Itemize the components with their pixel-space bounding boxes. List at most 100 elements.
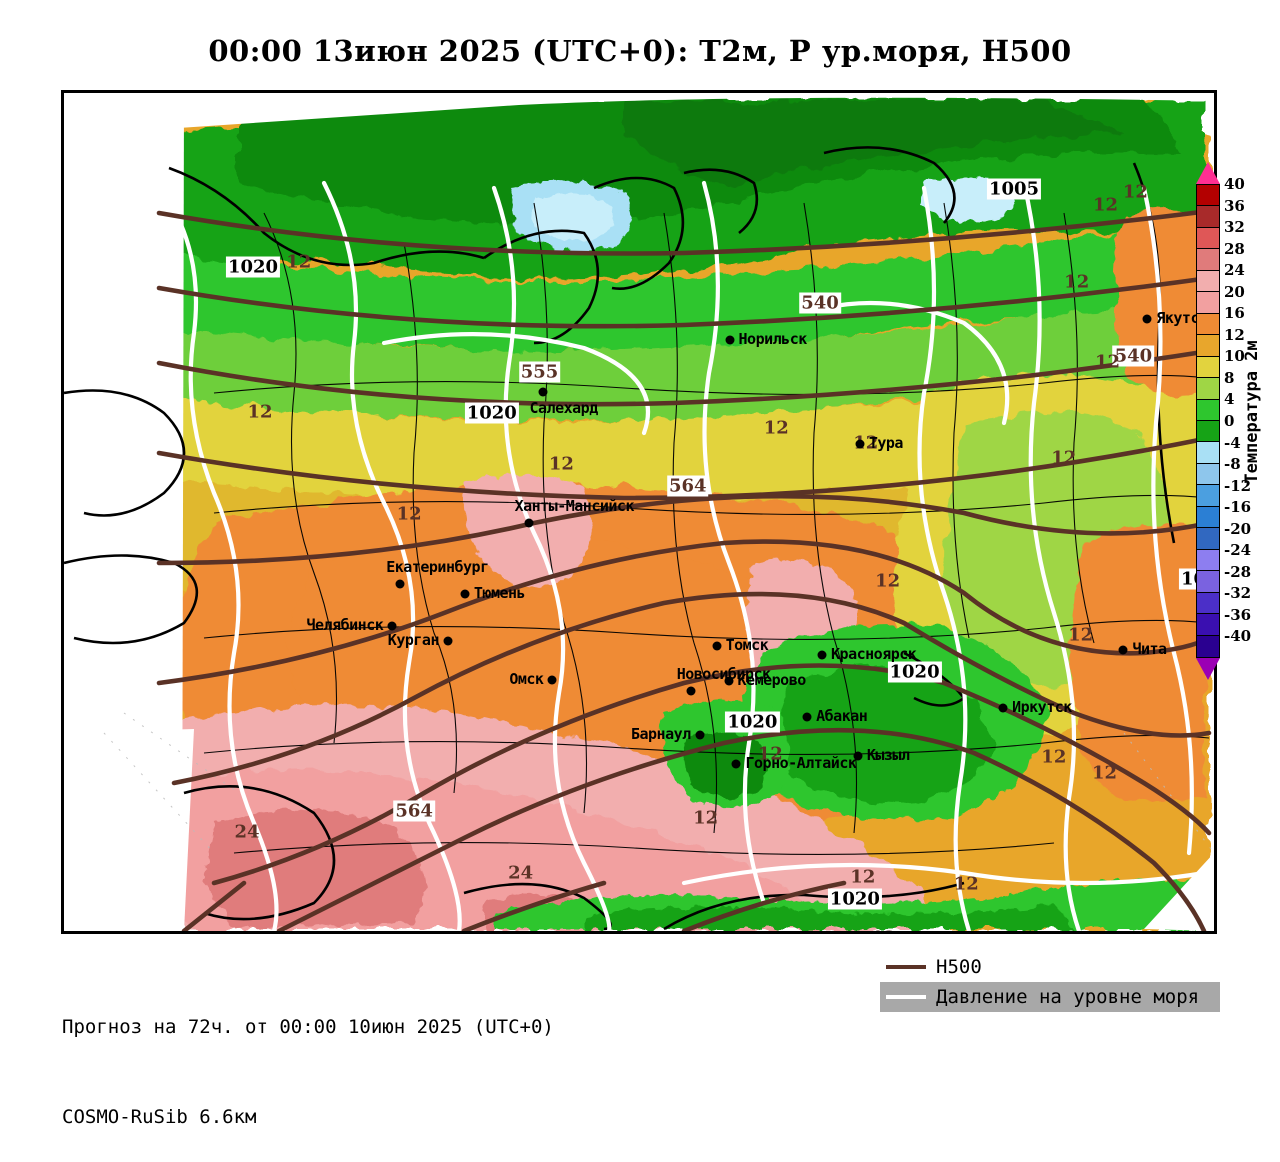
slp-contour-label: 1020	[887, 661, 942, 683]
h500-contour-label: 24	[552, 931, 577, 934]
h500-contour-label: 12	[1122, 181, 1148, 203]
colorbar-tick-label: 32	[1224, 218, 1245, 237]
h500-contour-label: 540	[1112, 345, 1155, 367]
h500-contour-label: 12	[693, 807, 719, 829]
h500-contour-label: 12	[1093, 194, 1119, 216]
colorbar-tick-label: -24	[1224, 541, 1252, 560]
city-label: Кемерово	[737, 670, 807, 689]
city-dot-icon	[695, 730, 705, 740]
colorbar-tick-label: -36	[1224, 605, 1252, 624]
legend-row: Давление на уровне моря	[880, 982, 1220, 1012]
colorbar-band	[1197, 592, 1219, 615]
h500-contour-label: 12	[396, 503, 422, 525]
colorbar-band	[1197, 506, 1219, 529]
city-dot-icon	[802, 712, 812, 722]
h500-contour-label: 564	[393, 800, 435, 822]
city-dot-icon	[724, 676, 734, 686]
h500-contour-label: 12	[1092, 762, 1118, 784]
colorbar-tick-label: -32	[1224, 584, 1252, 603]
city-label: Ханты-Мансийск	[514, 496, 635, 515]
city-dot-icon	[998, 703, 1008, 713]
city-label: Томск	[725, 636, 769, 655]
colorbar-band	[1197, 292, 1219, 314]
h500-contours	[156, 208, 1212, 931]
colorbar-tick-label: -40	[1224, 627, 1252, 646]
city-label: Курган	[387, 631, 440, 650]
colorbar-bands	[1196, 184, 1220, 658]
forecast-info: Прогноз на 72ч. от 00:00 10июн 2025 (UTC…	[62, 952, 554, 1162]
h500-contour-label: 24	[508, 862, 534, 884]
colorbar-tick-label: 20	[1224, 282, 1245, 301]
h500-contour-label: 12	[1051, 447, 1077, 469]
weather-map[interactable]: 1020102010051005102010201020102054054056…	[61, 90, 1217, 934]
colorbar-tick-label: 12	[1224, 325, 1245, 344]
colorbar-tick-label: 28	[1224, 239, 1245, 258]
city-markers: Якутск Норильск Салехард Тура Ханты-Мансийск…	[64, 93, 1214, 931]
colorbar-tick-label: 4	[1224, 390, 1235, 409]
city-dot-icon	[853, 751, 863, 761]
slp-contours	[161, 180, 1207, 931]
h500-contour-label: 12	[548, 453, 574, 475]
colorbar-tick-label: -28	[1224, 562, 1252, 581]
city-dot-icon	[1118, 645, 1128, 655]
colorbar-band	[1197, 528, 1219, 550]
colorbar-band	[1197, 356, 1219, 379]
city-label: Челябинск	[306, 616, 384, 635]
legend-row: H500	[880, 952, 1220, 982]
city-dot-icon	[817, 650, 827, 660]
colorbar-band	[1197, 571, 1219, 593]
city-label: Иркутск	[1012, 697, 1072, 716]
h500-contour-label: 12	[763, 417, 789, 439]
colorbar-tick-label: 40	[1224, 175, 1245, 193]
colorbar-band	[1197, 249, 1219, 271]
colorbar-band	[1197, 227, 1219, 250]
city-dot-icon	[538, 387, 548, 397]
temperature-colorbar: 40 36 32 28 24 20 16 12 10 8 4 0 -4 -8 -12 -16 -20 -24 -28…	[1196, 162, 1280, 682]
city-dot-icon	[460, 589, 470, 599]
colorbar-under-arrow	[1196, 658, 1220, 680]
colorbar-tick-label: 36	[1224, 196, 1245, 215]
colorbar-tick-label: -20	[1224, 519, 1252, 538]
legend-line-swatch	[886, 965, 926, 969]
colorbar-band	[1197, 378, 1219, 400]
colorbar-tick-label: -8	[1224, 455, 1241, 474]
city-dot-icon	[855, 439, 865, 449]
colorbar-tick-label: 24	[1224, 261, 1245, 280]
city-dot-icon	[547, 675, 557, 685]
colorbar-tick-label: 10	[1224, 347, 1245, 366]
colorbar-tick-label: 8	[1224, 368, 1235, 387]
h500-contour-label: 12	[247, 401, 273, 423]
colorbar-band	[1197, 485, 1219, 507]
h500-contour-label: 12	[871, 927, 896, 931]
slp-contour-label: 1020	[725, 711, 780, 732]
city-dot-icon	[712, 641, 722, 651]
map-legend: H500 Давление на уровне моря	[880, 952, 1220, 1012]
colorbar-band	[1197, 614, 1219, 636]
colorbar-band	[1197, 635, 1219, 657]
colorbar-over-arrow	[1196, 162, 1220, 184]
h500-contour-label: 12	[757, 743, 783, 765]
city-dot-icon	[524, 518, 534, 528]
colorbar-band	[1197, 420, 1219, 443]
colorbar-band	[1197, 206, 1219, 228]
city-label: Салехард	[529, 398, 598, 417]
model-name-line: COSMO-RuSib 6.6км	[62, 1106, 257, 1128]
city-label: Абакан	[816, 706, 868, 725]
h500-contour-label: 12	[953, 873, 979, 895]
h500-contour-label: 12	[1068, 624, 1094, 646]
colorbar-band	[1197, 270, 1219, 293]
colorbar-band	[1197, 549, 1219, 572]
contour-labels: 1020102010051005102010201020102054054056…	[64, 93, 1214, 931]
city-dot-icon	[387, 621, 397, 631]
city-label: Новосибирск	[676, 664, 771, 683]
colorbar-tick-label: -16	[1224, 498, 1252, 517]
colorbar-band	[1197, 335, 1219, 357]
city-label: Тюмень	[473, 584, 526, 603]
city-label: Красноярск	[831, 644, 917, 663]
h500-contour-label: 12	[875, 570, 901, 591]
colorbar-band	[1197, 399, 1219, 421]
colorbar-tick-label: -12	[1224, 476, 1252, 495]
city-label: Норильск	[738, 330, 808, 349]
slp-contour-label: 1005	[986, 178, 1042, 200]
city-label: Кызыл	[866, 746, 910, 765]
